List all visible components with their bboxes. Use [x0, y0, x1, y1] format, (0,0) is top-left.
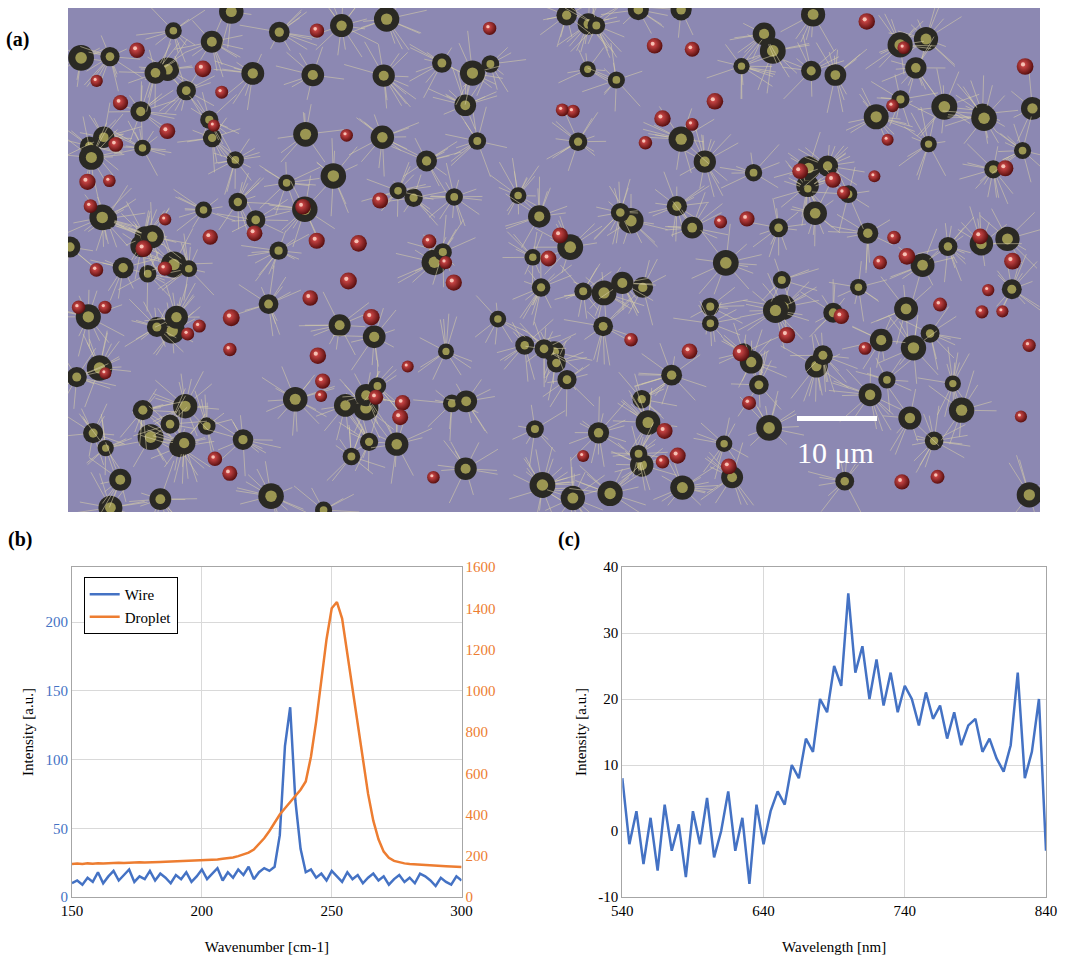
svg-text:Intensity [a.u.]: Intensity [a.u.]: [20, 688, 36, 776]
svg-text:Droplet: Droplet: [125, 610, 172, 626]
svg-text:200: 200: [191, 903, 214, 919]
svg-text:10 μm: 10 μm: [797, 436, 874, 469]
svg-text:600: 600: [466, 766, 489, 782]
svg-text:1200: 1200: [466, 642, 496, 658]
svg-text:0: 0: [611, 823, 619, 839]
svg-text:(c): (c): [558, 528, 580, 551]
svg-text:40: 40: [603, 559, 618, 575]
svg-text:200: 200: [46, 614, 69, 630]
svg-text:1600: 1600: [466, 559, 496, 575]
svg-text:400: 400: [466, 807, 489, 823]
svg-text:540: 540: [611, 903, 634, 919]
svg-text:0: 0: [61, 889, 69, 905]
svg-text:250: 250: [320, 903, 343, 919]
svg-text:0: 0: [466, 889, 474, 905]
svg-text:1400: 1400: [466, 601, 496, 617]
svg-text:100: 100: [46, 752, 69, 768]
svg-text:150: 150: [61, 903, 84, 919]
svg-text:800: 800: [466, 724, 489, 740]
svg-text:Intensity [a.u.]: Intensity [a.u.]: [573, 688, 589, 776]
svg-text:10: 10: [603, 757, 618, 773]
svg-text:640: 640: [752, 903, 775, 919]
svg-text:Wavenumber [cm-1]: Wavenumber [cm-1]: [205, 939, 329, 955]
svg-text:50: 50: [53, 821, 68, 837]
svg-text:Wire: Wire: [125, 587, 155, 603]
svg-text:-10: -10: [598, 889, 618, 905]
svg-text:200: 200: [466, 848, 489, 864]
svg-text:(a): (a): [6, 28, 29, 51]
svg-text:150: 150: [46, 683, 69, 699]
svg-text:300: 300: [450, 903, 473, 919]
svg-text:740: 740: [894, 903, 917, 919]
svg-text:840: 840: [1035, 903, 1058, 919]
svg-text:30: 30: [603, 625, 618, 641]
svg-text:(b): (b): [8, 528, 32, 551]
svg-text:1000: 1000: [466, 683, 496, 699]
svg-text:Wavelength [nm]: Wavelength [nm]: [782, 939, 886, 955]
svg-text:20: 20: [603, 691, 618, 707]
